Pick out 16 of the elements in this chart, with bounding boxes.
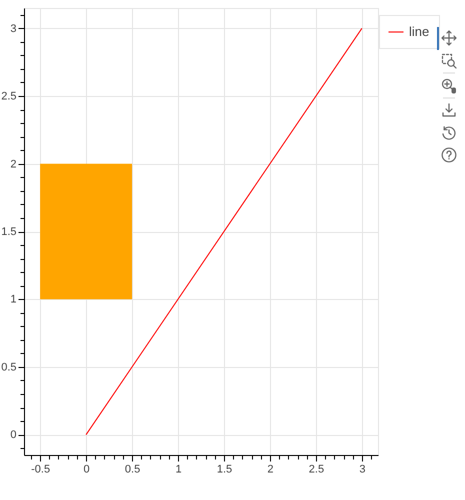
x-tick-label: 1 [175, 464, 182, 476]
y-tick-label: 2.5 [1, 90, 16, 103]
x-tick-label: 0 [84, 464, 90, 476]
y-tick-label: 1 [10, 294, 16, 306]
y-tick-label: 2 [10, 158, 16, 170]
legend-label: line [409, 24, 430, 39]
y-tick-label: 0.5 [1, 361, 16, 374]
x-tick-label: 0.5 [124, 464, 140, 476]
x-tick-label: 2.5 [308, 464, 324, 476]
x-tick-label: 1.5 [216, 464, 232, 476]
x-tick-label: 3 [359, 464, 366, 476]
y-tick-label: 3 [10, 22, 16, 35]
y-tick-label: 1.5 [1, 226, 16, 238]
x-tick-label: -0.5 [31, 464, 50, 476]
y-tick-label: 0 [10, 429, 16, 442]
x-tick-label: 2 [267, 464, 274, 476]
